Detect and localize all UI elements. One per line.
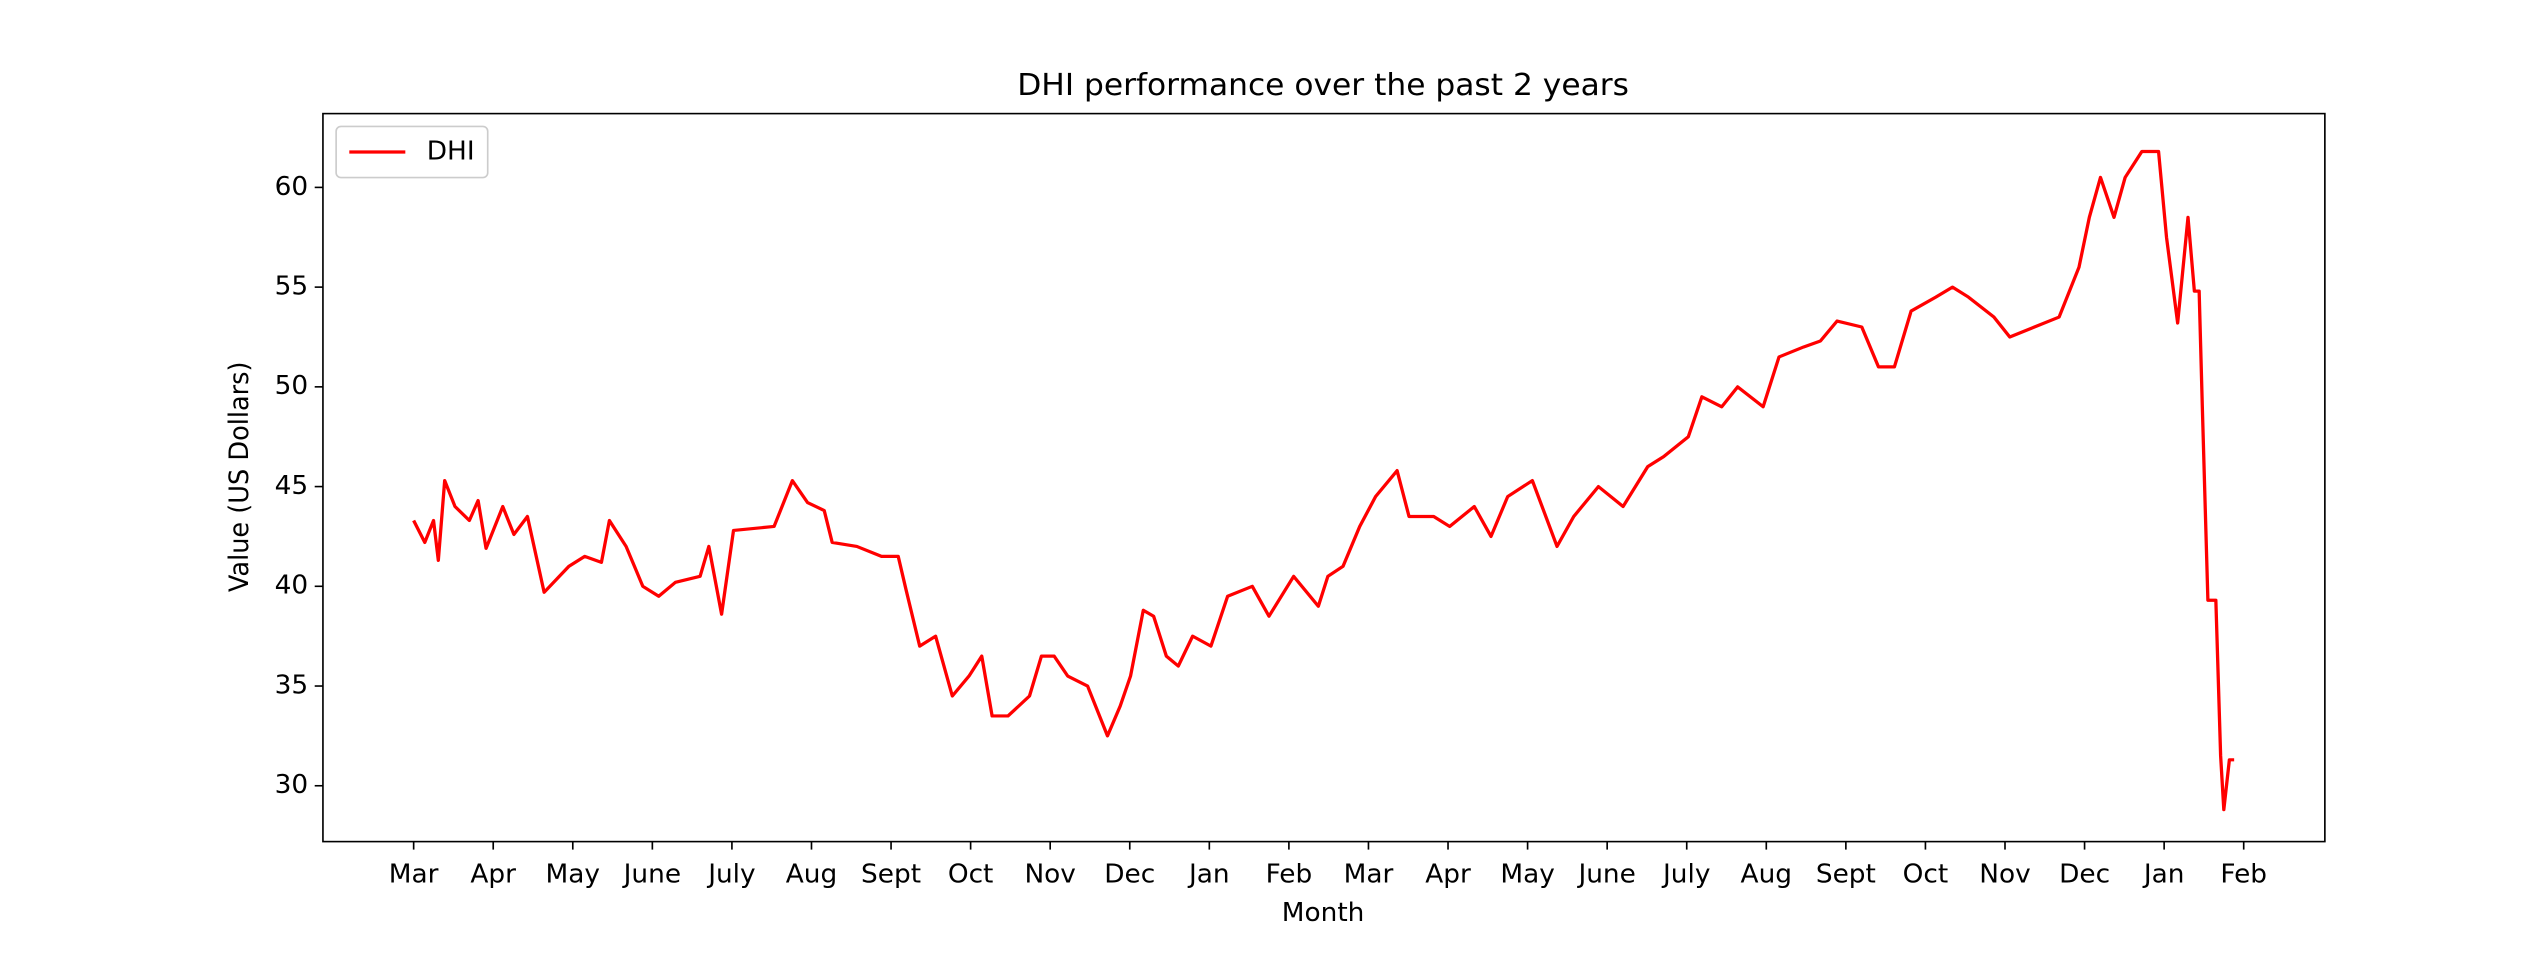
x-tick-label: May xyxy=(1500,860,1554,890)
x-tick-label: Sept xyxy=(861,860,921,890)
x-tick-label: Mar xyxy=(389,860,439,890)
y-axis-label: Value (US Dollars) xyxy=(225,362,255,593)
x-tick-label: Nov xyxy=(1024,860,1075,890)
x-tick-label: Apr xyxy=(470,860,516,890)
x-tick-label: June xyxy=(622,860,681,890)
x-tick-label: Nov xyxy=(1979,860,2030,890)
y-tick-label: 45 xyxy=(275,471,309,501)
y-tick-label: 40 xyxy=(275,571,309,601)
y-tick-label: 60 xyxy=(275,172,309,202)
chart-title: DHI performance over the past 2 years xyxy=(1017,67,1629,102)
x-tick-label: Mar xyxy=(1344,860,1394,890)
x-tick-label: Oct xyxy=(1903,860,1949,890)
legend-label: DHI xyxy=(427,137,475,167)
x-tick-label: Dec xyxy=(1104,860,1155,890)
x-tick-label: June xyxy=(1576,860,1635,890)
x-tick-label: Feb xyxy=(2220,860,2267,890)
x-tick-label: Jan xyxy=(2142,860,2185,890)
x-tick-label: Sept xyxy=(1816,860,1876,890)
x-tick-label: Aug xyxy=(786,860,837,890)
x-tick-label: July xyxy=(706,860,755,890)
y-tick-label: 30 xyxy=(275,770,309,800)
x-tick-label: Apr xyxy=(1425,860,1471,890)
legend-box xyxy=(335,125,489,179)
x-tick-label: May xyxy=(546,860,600,890)
x-tick-label: Feb xyxy=(1266,860,1313,890)
x-tick-label: Dec xyxy=(2059,860,2110,890)
y-tick-label: 55 xyxy=(275,272,309,302)
x-tick-label: Jan xyxy=(1187,860,1230,890)
y-tick-label: 35 xyxy=(275,671,309,701)
y-tick-label: 50 xyxy=(275,372,309,402)
x-axis-label: Month xyxy=(1282,898,1365,928)
x-tick-label: Oct xyxy=(948,860,994,890)
x-tick-label: July xyxy=(1661,860,1710,890)
x-tick-label: Aug xyxy=(1741,860,1792,890)
data-line xyxy=(412,149,2235,812)
plot-frame xyxy=(322,112,2326,843)
